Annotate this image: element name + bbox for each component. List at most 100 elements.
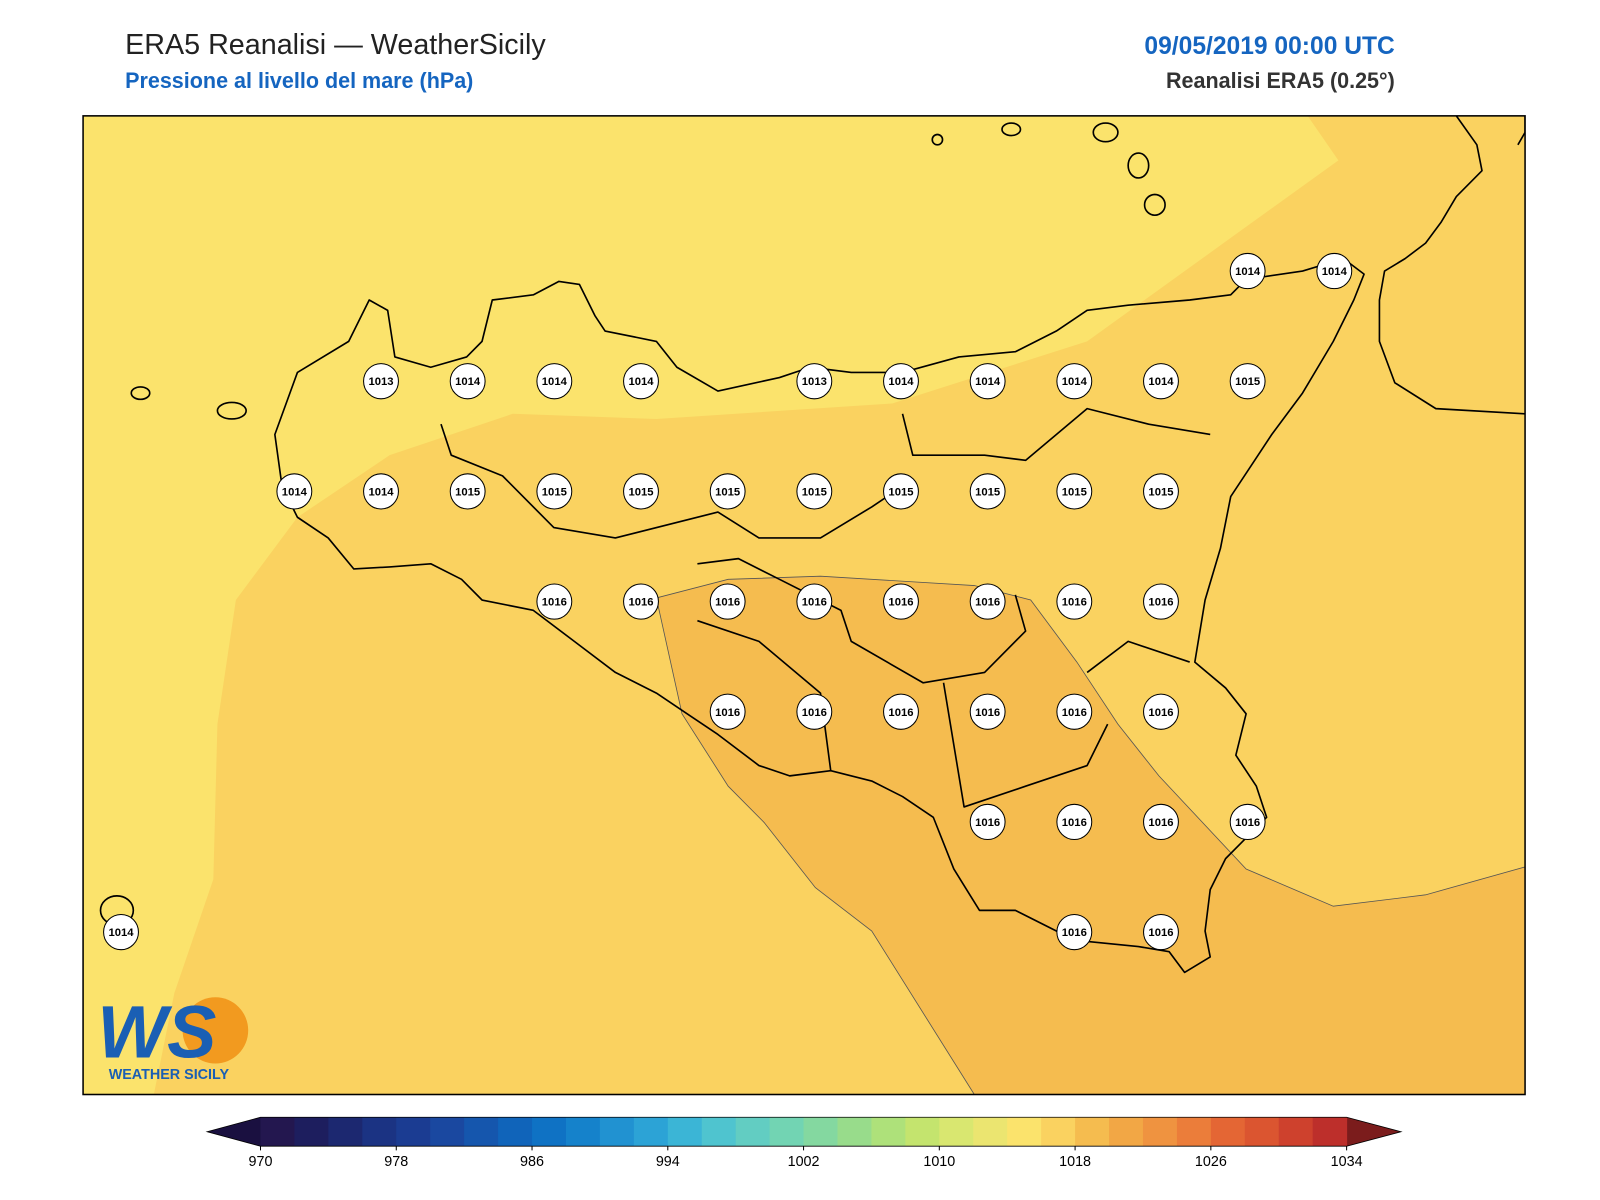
logo-caption: WEATHER SICILY: [109, 1067, 230, 1083]
station: 1016: [969, 693, 1006, 730]
colorbar-bin: [1210, 1117, 1246, 1147]
title: ERA5 Reanalisi — WeatherSicily: [125, 29, 546, 61]
stations: 1014 1014 1013 1014 1014 1014 1013 1014 1014 1014…: [103, 252, 1353, 951]
canvas: ERA5 Reanalisi — WeatherSicily Pressione…: [82, 29, 1526, 1170]
station-value: 1014: [1322, 266, 1348, 278]
station: 1014: [1229, 252, 1266, 290]
station-value: 1016: [888, 597, 913, 609]
station-marker: [536, 473, 573, 510]
station: 1015: [796, 473, 833, 510]
station-marker: [1229, 252, 1266, 290]
colorbar-bin: [599, 1117, 635, 1147]
station: 1014: [969, 363, 1006, 400]
colorbar-bin: [565, 1117, 601, 1147]
station-marker: [1056, 913, 1093, 951]
station-marker: [883, 363, 919, 400]
logo: WS WEATHER SICILY: [97, 990, 249, 1083]
station-value: 1015: [542, 486, 567, 498]
station-marker: [363, 363, 399, 400]
station: 1015: [1056, 473, 1093, 510]
colorbar-bin: [1312, 1117, 1348, 1147]
station-marker: [1143, 693, 1179, 730]
station-value: 1016: [802, 707, 827, 719]
map-frame: [82, 115, 1526, 1096]
station: 1015: [1229, 363, 1266, 400]
station: 1016: [1143, 803, 1179, 841]
station-value: 1016: [1062, 927, 1087, 939]
station-value: 1015: [1148, 486, 1173, 498]
station: 1014: [536, 363, 573, 400]
colorbar-tick-label: 1018: [1059, 1154, 1091, 1170]
field-low: [83, 115, 1339, 1095]
colorbar-bin: [260, 1117, 295, 1147]
station: 1016: [796, 583, 833, 620]
colorbar-bin: [939, 1117, 974, 1147]
colorbar-tick-label: 1034: [1331, 1154, 1363, 1170]
station-value: 1015: [455, 486, 480, 498]
station: 1016: [969, 803, 1006, 841]
logo-sun: [182, 997, 249, 1064]
station-value: 1016: [1062, 597, 1087, 609]
station-marker: [709, 693, 746, 730]
station: 1016: [1143, 913, 1179, 951]
station-value: 1016: [975, 707, 1000, 719]
station-value: 1016: [975, 597, 1000, 609]
colorbar-tick-label: 1026: [1195, 1154, 1227, 1170]
station-value: 1015: [1062, 486, 1087, 498]
station: 1014: [449, 363, 486, 400]
station-marker: [1056, 803, 1093, 841]
map: 1014 1014 1013 1014 1014 1014 1013 1014 1014 1014…: [83, 115, 1526, 1095]
station-value: 1014: [368, 486, 394, 498]
station-value: 1014: [108, 927, 134, 939]
colorbar-bin: [633, 1117, 669, 1147]
station-marker: [1143, 803, 1179, 841]
colorbar-bin: [1109, 1117, 1144, 1147]
station-marker: [1056, 363, 1093, 400]
station-marker: [969, 583, 1006, 620]
station-value: 1015: [628, 486, 653, 498]
station-marker: [1056, 693, 1093, 730]
station-value: 1016: [715, 597, 740, 609]
colorbar-over: [1346, 1117, 1401, 1147]
station-marker: [449, 473, 486, 510]
station: 1014: [1143, 363, 1179, 400]
station-marker: [969, 473, 1006, 510]
station-marker: [796, 473, 833, 510]
colorbar-bin: [396, 1117, 431, 1147]
logo-mark: WS: [97, 990, 216, 1073]
station-value: 1015: [888, 486, 913, 498]
station: 1015: [1143, 473, 1179, 510]
colorbar-tick-label: 970: [249, 1154, 273, 1170]
colorbar-bin: [1007, 1117, 1042, 1147]
station-marker: [883, 473, 919, 510]
station: 1016: [1143, 693, 1179, 730]
station: 1016: [1056, 693, 1093, 730]
station-value: 1015: [715, 486, 740, 498]
station-marker: [883, 693, 919, 730]
station-marker: [363, 473, 399, 510]
colorbar-bin: [803, 1117, 839, 1147]
station: 1016: [796, 693, 833, 730]
islands: [99, 122, 1211, 926]
station-marker: [623, 473, 659, 510]
station-value: 1016: [888, 707, 913, 719]
colorbar-bin: [667, 1117, 703, 1147]
datetime: 09/05/2019 00:00 UTC: [1144, 33, 1395, 60]
station-value: 1016: [1062, 707, 1087, 719]
station: 1014: [103, 913, 139, 951]
station-value: 1015: [802, 486, 827, 498]
station-marker: [103, 913, 139, 951]
station-marker: [709, 583, 746, 620]
station-marker: [536, 363, 573, 400]
station-value: 1014: [975, 376, 1001, 388]
station-value: 1014: [1148, 376, 1174, 388]
station-value: 1014: [282, 486, 308, 498]
station-value: 1016: [1235, 817, 1260, 829]
station-marker: [1143, 583, 1179, 620]
colorbar-bin: [1142, 1117, 1178, 1147]
colorbar-bin: [294, 1117, 329, 1147]
station-marker: [709, 473, 746, 510]
colorbar-bin: [328, 1117, 363, 1147]
station-marker: [536, 583, 573, 620]
station-value: 1016: [1148, 597, 1173, 609]
